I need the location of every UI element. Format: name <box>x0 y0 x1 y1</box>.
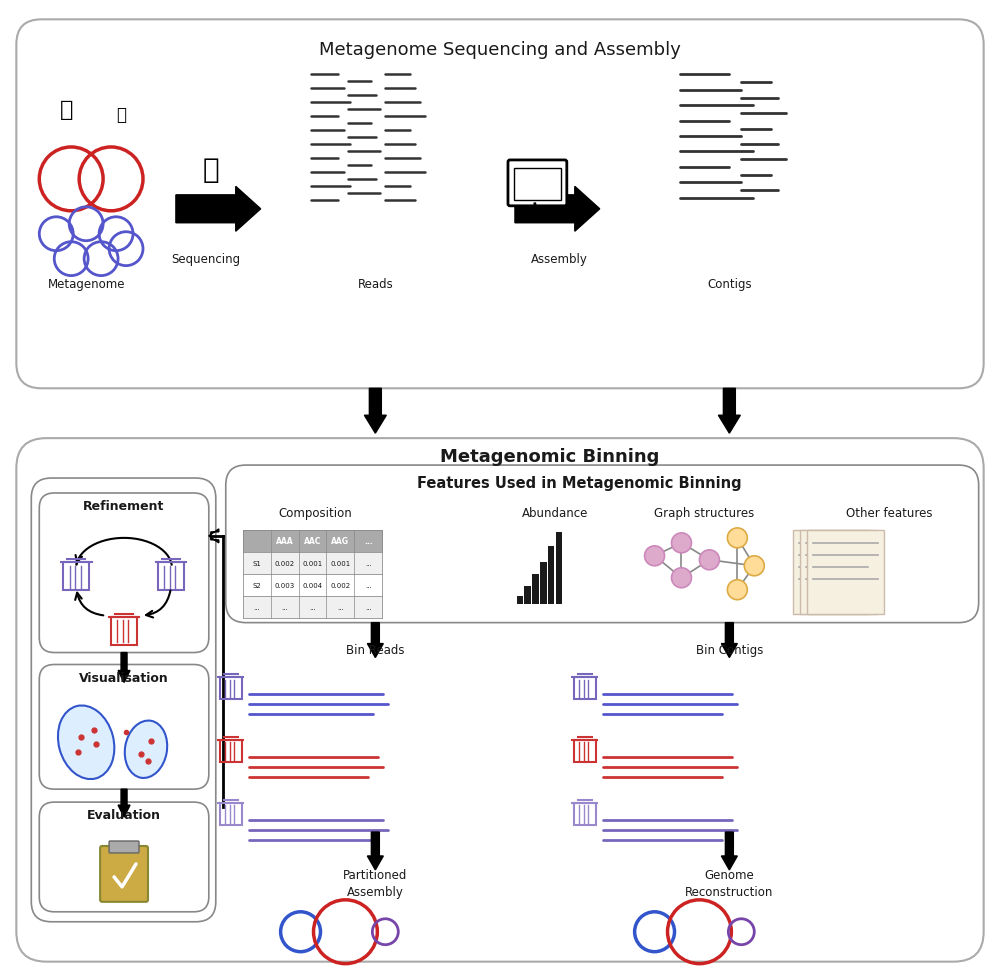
Text: AAA: AAA <box>276 537 293 546</box>
Circle shape <box>727 528 747 549</box>
Text: Composition: Composition <box>279 507 352 520</box>
Text: Contigs: Contigs <box>707 278 752 290</box>
Text: AAC: AAC <box>304 537 321 546</box>
Text: Assembly: Assembly <box>347 885 404 899</box>
Text: ...: ... <box>337 604 344 610</box>
Text: 0.001: 0.001 <box>302 560 323 566</box>
FancyBboxPatch shape <box>517 596 523 604</box>
FancyBboxPatch shape <box>109 841 139 853</box>
FancyArrow shape <box>515 187 600 232</box>
Text: S2: S2 <box>252 582 261 588</box>
Text: Graph structures: Graph structures <box>654 507 755 520</box>
Text: S1: S1 <box>252 560 261 566</box>
FancyBboxPatch shape <box>226 466 979 623</box>
Text: ...: ... <box>281 604 288 610</box>
Text: 0.002: 0.002 <box>275 560 295 566</box>
Text: Metagenomic Binning: Metagenomic Binning <box>440 448 660 466</box>
Text: Metagenome: Metagenome <box>47 278 125 290</box>
Circle shape <box>744 556 764 576</box>
FancyBboxPatch shape <box>16 21 984 389</box>
FancyBboxPatch shape <box>793 530 870 614</box>
Text: Abundance: Abundance <box>522 507 588 520</box>
Text: ...: ... <box>309 604 316 610</box>
Text: Other features: Other features <box>846 507 932 520</box>
Text: ...: ... <box>365 560 372 566</box>
Text: Reconstruction: Reconstruction <box>685 885 774 899</box>
Text: Features Used in Metagenomic Binning: Features Used in Metagenomic Binning <box>417 475 742 490</box>
FancyBboxPatch shape <box>39 494 209 653</box>
FancyArrow shape <box>721 623 737 658</box>
FancyBboxPatch shape <box>39 665 209 789</box>
FancyBboxPatch shape <box>807 530 884 614</box>
Circle shape <box>699 551 719 570</box>
FancyBboxPatch shape <box>243 530 382 553</box>
Text: Metagenome Sequencing and Assembly: Metagenome Sequencing and Assembly <box>319 41 681 60</box>
Text: 🫁: 🫁 <box>116 106 126 124</box>
FancyBboxPatch shape <box>540 562 547 604</box>
Ellipse shape <box>58 706 114 779</box>
Text: Bin Contigs: Bin Contigs <box>696 644 763 656</box>
Text: 0.004: 0.004 <box>302 582 323 588</box>
Text: Bin Reads: Bin Reads <box>346 644 405 656</box>
FancyBboxPatch shape <box>243 596 382 618</box>
FancyArrow shape <box>118 653 130 683</box>
Text: ...: ... <box>364 537 373 546</box>
FancyBboxPatch shape <box>556 532 562 604</box>
Text: Assembly: Assembly <box>531 253 588 266</box>
Text: 🌱: 🌱 <box>60 100 73 120</box>
Circle shape <box>645 547 665 566</box>
FancyBboxPatch shape <box>532 574 539 604</box>
FancyBboxPatch shape <box>100 846 148 902</box>
Text: Partitioned: Partitioned <box>343 868 408 881</box>
Circle shape <box>727 580 747 600</box>
FancyArrow shape <box>364 389 386 433</box>
FancyBboxPatch shape <box>243 574 382 596</box>
Text: Refinement: Refinement <box>83 500 165 512</box>
Text: Evaluation: Evaluation <box>87 808 161 821</box>
FancyBboxPatch shape <box>39 802 209 911</box>
Text: Genome: Genome <box>704 868 754 881</box>
Text: ...: ... <box>365 604 372 610</box>
FancyBboxPatch shape <box>800 530 877 614</box>
FancyBboxPatch shape <box>524 586 531 604</box>
Text: 🖨: 🖨 <box>202 156 219 184</box>
FancyBboxPatch shape <box>548 547 554 604</box>
FancyBboxPatch shape <box>514 169 561 200</box>
FancyBboxPatch shape <box>243 553 382 574</box>
FancyArrow shape <box>176 187 261 232</box>
FancyArrow shape <box>718 389 740 433</box>
Text: ...: ... <box>365 582 372 588</box>
Text: ...: ... <box>253 604 260 610</box>
FancyBboxPatch shape <box>16 439 984 961</box>
FancyArrow shape <box>367 623 383 658</box>
Text: Reads: Reads <box>357 278 393 290</box>
Circle shape <box>672 568 691 588</box>
FancyArrow shape <box>118 789 130 818</box>
Ellipse shape <box>125 721 167 778</box>
FancyBboxPatch shape <box>508 160 567 206</box>
Text: 0.002: 0.002 <box>330 582 351 588</box>
FancyArrow shape <box>367 832 383 870</box>
Text: Sequencing: Sequencing <box>171 253 240 266</box>
FancyArrow shape <box>721 832 737 870</box>
FancyBboxPatch shape <box>31 478 216 922</box>
Text: AAG: AAG <box>331 537 349 546</box>
FancyArrow shape <box>209 529 219 544</box>
Circle shape <box>672 533 691 554</box>
Text: 0.001: 0.001 <box>330 560 351 566</box>
Text: Visualisation: Visualisation <box>79 671 169 685</box>
Text: 0.003: 0.003 <box>274 582 295 588</box>
